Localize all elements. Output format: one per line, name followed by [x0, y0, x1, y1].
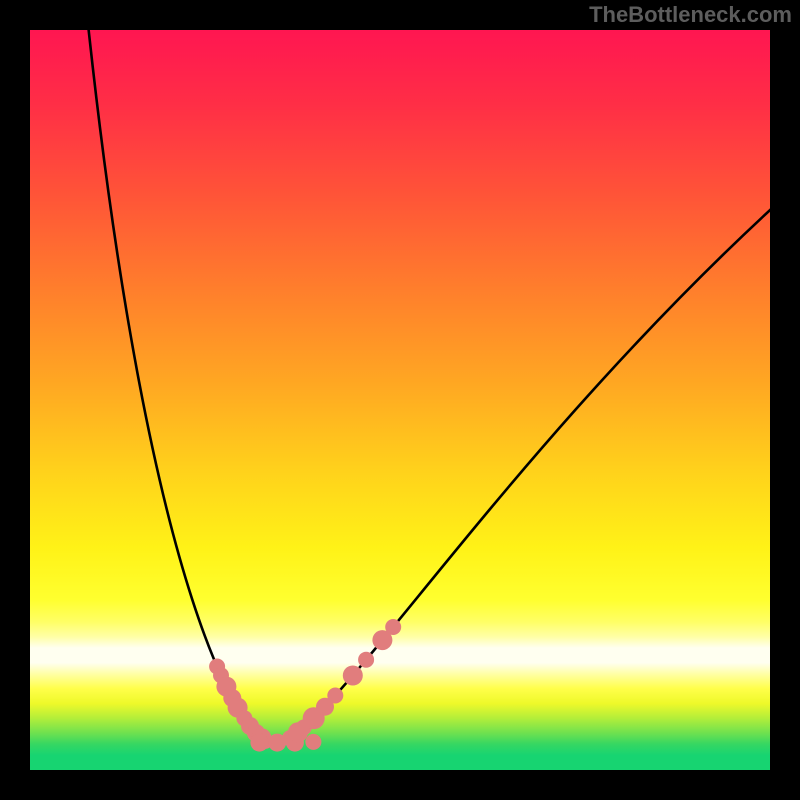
- marker-point: [250, 734, 268, 752]
- bottleneck-chart: TheBottleneck.com: [0, 0, 800, 800]
- plot-area: [30, 30, 770, 770]
- marker-point: [343, 666, 363, 686]
- watermark-text: TheBottleneck.com: [589, 2, 792, 27]
- marker-point: [385, 619, 401, 635]
- marker-point: [327, 688, 343, 704]
- chart-svg: TheBottleneck.com: [0, 0, 800, 800]
- marker-point: [305, 734, 321, 750]
- marker-point: [358, 652, 374, 668]
